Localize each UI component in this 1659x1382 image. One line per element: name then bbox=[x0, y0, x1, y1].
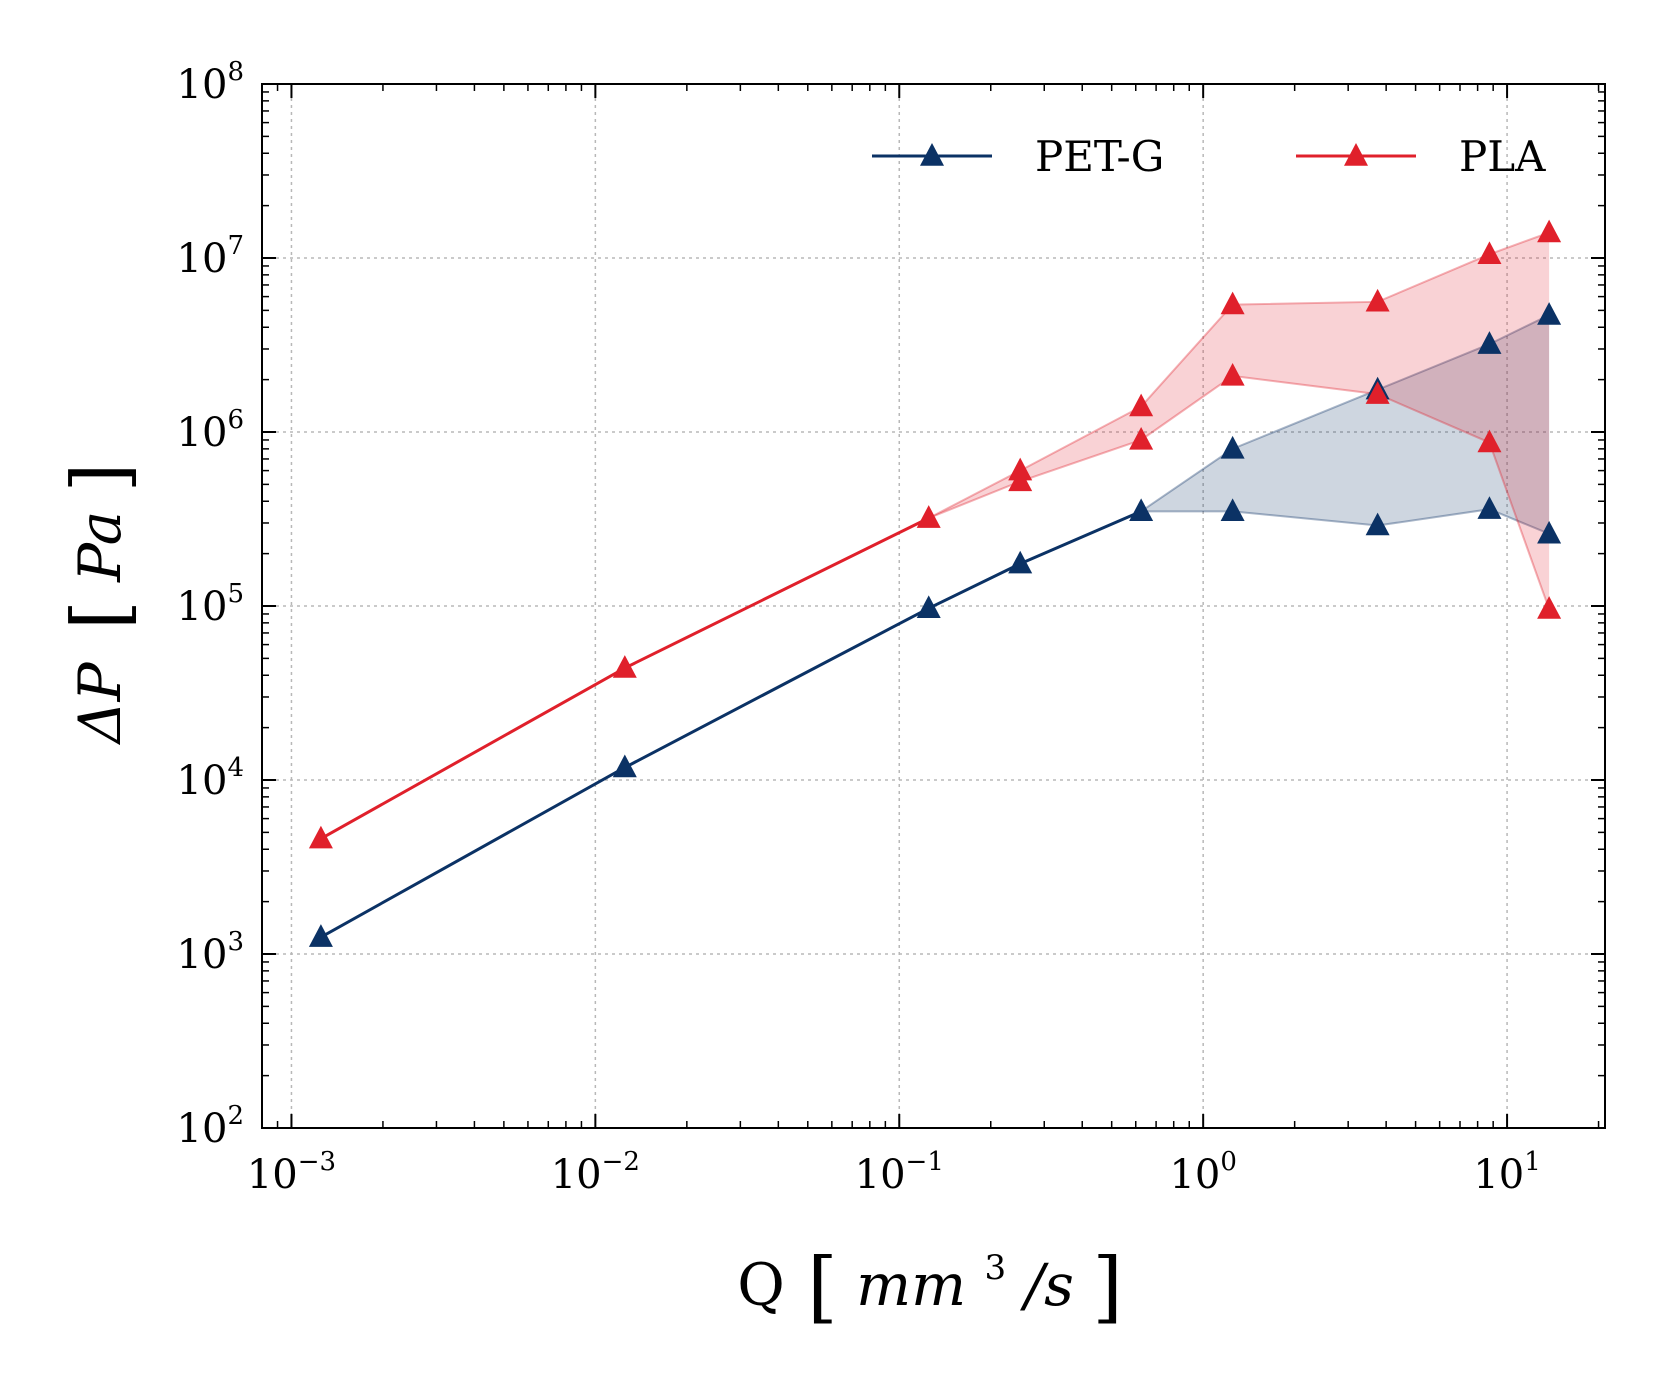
y-tick-base: 10 bbox=[177, 236, 228, 282]
pet-g-point bbox=[1477, 496, 1502, 519]
pet-g-point bbox=[308, 924, 333, 947]
y-tick-label: 102 bbox=[177, 1101, 244, 1152]
y-axis-title-prefix: ΔP bbox=[66, 661, 134, 745]
y-tick-exp: 5 bbox=[227, 579, 244, 609]
pla-point bbox=[1008, 457, 1033, 481]
x-tick-labels: 10−3 10−2 10−1 100 101 bbox=[247, 1147, 1541, 1198]
y-tick-label: 103 bbox=[177, 927, 244, 978]
x-axis-title-prefix: Q bbox=[737, 1251, 785, 1319]
y-tick-base: 10 bbox=[177, 62, 228, 108]
x-tick-label: 10−1 bbox=[855, 1147, 944, 1198]
x-axis-title: Q [ mm 3 /s ] bbox=[737, 1225, 1123, 1332]
pla-point bbox=[1129, 427, 1154, 450]
pla-point bbox=[1365, 288, 1390, 312]
pet-g-lower-edge bbox=[320, 508, 1550, 939]
x-axis-title-suffix: /s bbox=[1020, 1251, 1074, 1319]
x-tick-exp: 0 bbox=[1220, 1147, 1237, 1177]
legend: PET-G PLA bbox=[872, 132, 1546, 181]
y-tick-label: 106 bbox=[177, 405, 244, 456]
x-tick-label: 101 bbox=[1473, 1147, 1540, 1198]
y-tick-exp: 7 bbox=[227, 231, 244, 261]
x-axis-title-sup: 3 bbox=[985, 1248, 1007, 1288]
y-tick-exp: 6 bbox=[227, 405, 244, 435]
y-tick-exp: 3 bbox=[227, 927, 244, 957]
y-tick-exp: 4 bbox=[227, 753, 244, 783]
pet-g-point bbox=[1008, 550, 1033, 574]
y-axis-bracket-right: ] bbox=[55, 463, 144, 493]
pla-line bbox=[320, 516, 930, 840]
pla-point bbox=[1220, 291, 1245, 315]
pet-g-line bbox=[320, 509, 1142, 939]
y-tick-base: 10 bbox=[177, 410, 228, 456]
y-tick-exp: 2 bbox=[227, 1101, 244, 1131]
x-tick-exp: −3 bbox=[298, 1147, 336, 1177]
x-tick-base: 10 bbox=[1473, 1152, 1524, 1198]
y-tick-exp: 8 bbox=[227, 57, 244, 87]
pet-g-point bbox=[1220, 498, 1245, 522]
pla-point bbox=[1537, 219, 1562, 243]
y-tick-label: 105 bbox=[177, 579, 244, 630]
pla-point bbox=[1477, 241, 1502, 265]
legend-item-pet-g: PET-G bbox=[872, 132, 1164, 181]
y-tick-base: 10 bbox=[177, 758, 228, 804]
x-tick-base: 10 bbox=[1169, 1152, 1220, 1198]
x-tick-base: 10 bbox=[247, 1152, 298, 1198]
x-axis-bracket-left: [ bbox=[807, 1242, 837, 1332]
pla-range-fill bbox=[320, 232, 1550, 839]
pla-point bbox=[1537, 596, 1562, 619]
series-markers bbox=[308, 219, 1562, 947]
pla-point bbox=[1365, 381, 1390, 404]
range-fills bbox=[320, 231, 1551, 939]
pla-point bbox=[612, 655, 637, 678]
axis-ticks bbox=[261, 83, 1605, 1129]
y-tick-base: 10 bbox=[177, 584, 228, 630]
pet-g-range-fill bbox=[320, 315, 1550, 938]
pla-point bbox=[1129, 393, 1154, 417]
pla-point bbox=[1220, 362, 1245, 386]
y-axis-bracket-left: [ bbox=[55, 600, 144, 630]
y-tick-base: 10 bbox=[177, 932, 228, 978]
x-tick-exp: −1 bbox=[906, 1147, 944, 1177]
grid-lines bbox=[262, 84, 1605, 1128]
y-tick-label: 108 bbox=[177, 57, 244, 108]
y-axis-title-unit: Pa bbox=[66, 511, 134, 583]
pet-g-point bbox=[916, 595, 941, 619]
y-tick-label: 107 bbox=[177, 231, 244, 282]
legend-item-pla: PLA bbox=[1296, 132, 1546, 181]
pet-g-point bbox=[612, 754, 637, 778]
y-tick-label: 104 bbox=[177, 753, 244, 804]
y-tick-base: 10 bbox=[177, 1106, 228, 1152]
pet-g-point bbox=[1477, 331, 1502, 354]
series-lines bbox=[320, 509, 1142, 939]
legend-marker bbox=[1344, 143, 1368, 166]
pla-point bbox=[916, 505, 941, 528]
x-axis-bracket-right: ] bbox=[1092, 1242, 1122, 1332]
x-tick-exp: −2 bbox=[602, 1147, 640, 1177]
legend-marker bbox=[920, 143, 944, 166]
x-tick-label: 10−3 bbox=[247, 1147, 336, 1198]
pet-g-point bbox=[1537, 520, 1562, 544]
x-tick-label: 100 bbox=[1169, 1147, 1236, 1198]
x-tick-exp: 1 bbox=[1524, 1147, 1541, 1177]
legend-label: PET-G bbox=[1035, 132, 1164, 181]
y-axis-title: ΔP [ Pa ] bbox=[55, 463, 144, 746]
pla-point bbox=[308, 825, 333, 849]
pet-g-point bbox=[1129, 498, 1154, 522]
x-tick-base: 10 bbox=[855, 1152, 906, 1198]
x-tick-base: 10 bbox=[551, 1152, 602, 1198]
pla-point bbox=[1477, 429, 1502, 453]
x-axis-title-var: mm bbox=[856, 1251, 966, 1319]
pet-g-point bbox=[1220, 435, 1245, 459]
pet-g-point bbox=[1365, 512, 1390, 536]
legend-label: PLA bbox=[1459, 132, 1546, 181]
pet-g-point bbox=[1537, 302, 1562, 325]
x-tick-label: 10−2 bbox=[551, 1147, 640, 1198]
